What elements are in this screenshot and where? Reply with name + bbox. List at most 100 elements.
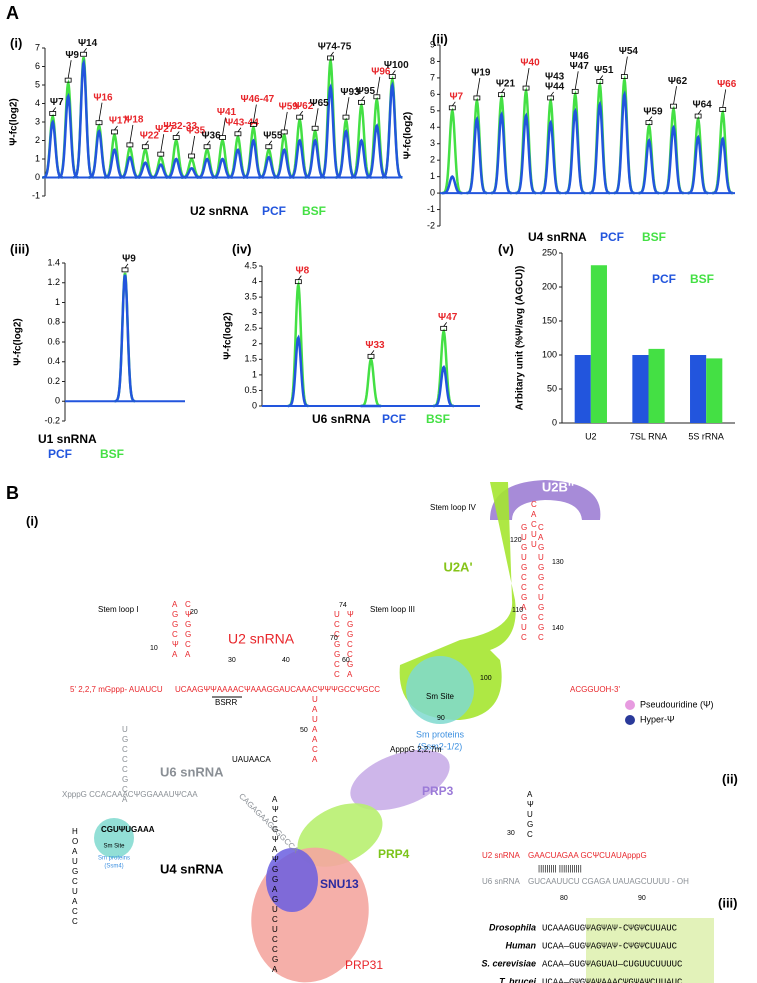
leader [237, 127, 242, 133]
species: Human [505, 940, 536, 950]
y-tick-label: 1 [430, 171, 435, 181]
peak [515, 112, 537, 195]
y-tick-label: -1 [427, 204, 435, 214]
y-tick-label: 3 [430, 138, 435, 148]
pairing: ||||||||| ||||||||||| [538, 864, 582, 873]
y-tick-label: 2 [35, 135, 40, 145]
y-tick-label: 100 [542, 349, 557, 359]
bar [690, 355, 707, 423]
y-tick-label: 0 [252, 400, 257, 410]
y-axis-label: Ψ-fc(log2) [9, 98, 20, 146]
legend-label: PCF [48, 447, 72, 461]
y-tick-label: 6 [430, 89, 435, 99]
peak-label: Ψ66 [717, 79, 737, 90]
leader [476, 77, 481, 97]
position-number: 70 [330, 635, 338, 642]
label: Stem loop I [98, 605, 138, 614]
y-tick-label: 0.5 [244, 385, 257, 395]
leader [252, 104, 257, 123]
peak [104, 148, 125, 179]
peak-label: Ψ59 [279, 102, 299, 113]
peak-label: Ψ17 [109, 116, 129, 127]
peak-label: Ψ55 [263, 130, 283, 141]
peak [227, 148, 248, 179]
label: U2 snRNA [228, 631, 295, 647]
peak [687, 115, 709, 195]
peak [196, 157, 218, 179]
y-tick-label: 0 [55, 396, 60, 406]
peak [539, 119, 561, 195]
snu13-shape [266, 848, 318, 912]
peak-label: Ψ43-44 [225, 117, 259, 128]
leader [283, 111, 288, 131]
leader [648, 116, 653, 121]
peak [243, 138, 264, 179]
leader [314, 108, 319, 127]
y-axis-label: Ψ-fc(log2) [13, 318, 24, 366]
panel-label: (v) [498, 241, 514, 256]
label: U2A' [443, 559, 472, 574]
sequence: GUCAAUUCU CGAGA UAUAGCUUUU - OH [528, 877, 689, 886]
legend-label: Hyper-Ψ [640, 714, 675, 724]
peak [335, 117, 357, 179]
position-number: 40 [282, 657, 290, 664]
panel-label: (i) [10, 35, 22, 50]
peak-label: Ψ74-75 [318, 42, 352, 53]
label: U2B'' [542, 479, 574, 494]
bracket [126, 142, 134, 148]
alignment-table: Drosophila UCAAAGUGΨAGΨAΨ-CΨGΨCUUAUC Human… [481, 918, 714, 983]
sequence: ApppG 2,2,7m [390, 745, 442, 754]
peak-label: Ψ14 [78, 38, 98, 49]
peak [243, 125, 264, 179]
peak [515, 86, 537, 195]
peak [539, 97, 561, 195]
leader [673, 86, 677, 105]
bracket [203, 144, 211, 150]
y-tick-label: 2.5 [244, 323, 257, 333]
peak-label: Ψ18 [124, 115, 144, 126]
y-tick-label: 6 [35, 61, 40, 71]
leader [175, 131, 180, 136]
leader [623, 56, 628, 75]
y-tick-label: 1 [35, 153, 40, 163]
peak-label: Ψ16 [93, 92, 113, 103]
label: PRP3 [422, 784, 454, 798]
peak [258, 155, 279, 179]
peak-label: Ψ36 [201, 130, 221, 141]
leader [160, 134, 165, 153]
peak-label: Ψ7 [50, 97, 64, 108]
sequence: XpppG CCACAAACΨGGAAAUΨCAA [62, 790, 198, 799]
leader [124, 263, 129, 269]
y-tick-label: 4 [430, 122, 435, 132]
label: U4 snRNA [160, 861, 224, 876]
y-tick-label: 3 [35, 116, 40, 126]
peak-label: Ψ65 [309, 98, 329, 109]
position-number: 30 [228, 657, 236, 664]
label: (Ssm4) [104, 864, 123, 870]
legend-label: PCF [652, 272, 676, 286]
bar [590, 265, 607, 423]
peak [638, 138, 660, 195]
peak-label: Ψ96 [371, 66, 391, 77]
peak [304, 129, 326, 179]
leader [298, 275, 302, 280]
peak-label: Ψ54 [619, 46, 639, 57]
peak-label: Ψ59 [643, 106, 663, 117]
sub-label: (i) [26, 513, 38, 528]
u2b-shape [490, 480, 601, 520]
table-highlight [586, 918, 714, 983]
position-number: 130 [552, 559, 564, 566]
bracket [188, 153, 196, 159]
panel-a: A [6, 3, 19, 23]
peak-label: Ψ33 [365, 340, 385, 351]
x-tick-label: U2 [585, 431, 597, 441]
y-tick-label: 0.4 [47, 356, 60, 366]
bracket [141, 144, 149, 150]
leader [550, 91, 554, 97]
y-tick-label: 4 [252, 276, 257, 286]
peak [57, 92, 79, 179]
